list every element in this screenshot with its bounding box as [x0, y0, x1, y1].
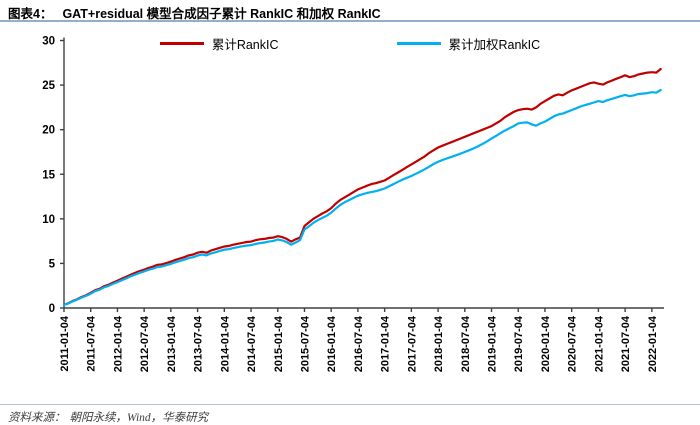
x-tick-label: 2016-07-04: [353, 315, 365, 372]
x-tick-label: 2018-01-04: [433, 315, 445, 372]
chart-legend: 累计RankIC 累计加权RankIC: [0, 34, 700, 53]
y-tick-label: 5: [49, 258, 56, 270]
x-tick-label: 2013-07-04: [193, 315, 205, 372]
figure-label: 图表4：: [8, 7, 53, 21]
x-axis: 2011-01-04 2011-07-04 2012-01-04 2012-07-04…: [59, 307, 664, 372]
legend-line-swatch: [159, 42, 204, 45]
y-tick-label: 25: [42, 80, 55, 92]
x-tick-label: 2022-01-04: [647, 315, 659, 372]
legend-label: 累计RankIC: [211, 38, 279, 52]
chart-header: 图表4： GAT+residual 模型合成因子累计 RankIC 和加权 Ran…: [8, 3, 692, 22]
x-tick-label: 2012-01-04: [112, 315, 124, 372]
x-tick-label: 2016-01-04: [326, 315, 338, 372]
source-text: 朝阳永续，Wind，华泰研究: [69, 412, 209, 424]
footer-divider: [0, 404, 700, 405]
cumulative-weighted-rankic-line: [62, 88, 662, 306]
x-tick-label: 2015-01-04: [273, 315, 285, 372]
title-divider: [0, 20, 700, 22]
x-tick-label: 2020-01-04: [540, 315, 552, 372]
y-tick-label: 10: [42, 214, 55, 226]
y-tick-label: 20: [42, 125, 55, 137]
x-tick-label: 2015-07-04: [299, 315, 311, 372]
y-axis: 0 5 10 15 20 25 30: [42, 36, 65, 315]
legend-line-swatch: [396, 42, 441, 45]
x-tick-label: 2014-01-04: [219, 315, 231, 372]
x-tick-label: 2012-07-04: [139, 315, 151, 372]
y-tick-label: 15: [42, 169, 55, 181]
x-tick-label: 2019-01-04: [487, 315, 499, 372]
series-lines: [62, 67, 662, 306]
x-tick-label: 2011-07-04: [86, 315, 98, 372]
x-tick-label: 2017-07-04: [406, 315, 418, 372]
y-tick-label: 0: [49, 303, 55, 315]
x-tick-label: 2021-01-04: [593, 315, 605, 372]
x-tick-label: 2013-01-04: [166, 315, 178, 372]
legend-item-cumulative-weighted-rankic: 累计加权RankIC: [396, 34, 541, 53]
source-label: 资料来源：: [8, 412, 66, 424]
x-tick-label: 2014-07-04: [246, 315, 258, 372]
legend-item-cumulative-rankic: 累计RankIC: [159, 34, 279, 53]
page-title: GAT+residual 模型合成因子累计 RankIC 和加权 RankIC: [62, 7, 381, 21]
cumulative-rankic-line: [62, 67, 662, 306]
y-tick-label: 30: [42, 36, 55, 48]
x-tick-label: 2011-01-04: [59, 315, 71, 372]
x-tick-label: 2021-07-04: [620, 315, 632, 372]
x-tick-label: 2019-07-04: [513, 315, 525, 372]
source-note: 资料来源： 朝阳永续，Wind，华泰研究: [8, 409, 692, 425]
x-tick-label: 2020-07-04: [567, 315, 579, 372]
x-tick-label: 2018-07-04: [460, 315, 472, 372]
legend-label: 累计加权RankIC: [448, 38, 541, 52]
x-tick-label: 2017-01-04: [380, 315, 392, 372]
